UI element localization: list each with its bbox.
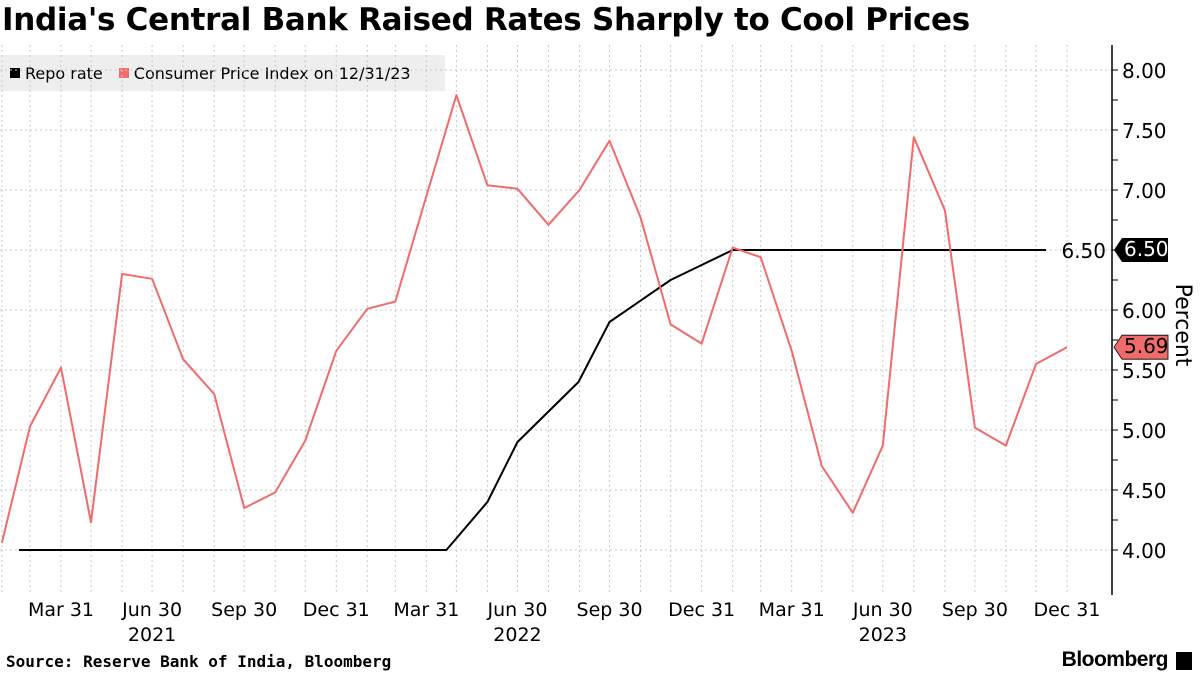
x-year-label: 2022 xyxy=(493,624,541,646)
y-tick-label: 6.50 xyxy=(1061,239,1106,263)
x-tick-label: Mar 31 xyxy=(759,599,825,621)
y-tick-label: 5.50 xyxy=(1122,359,1167,383)
last-value-badge-cpi: 5.69 xyxy=(1113,334,1169,360)
legend-label-cpi: Consumer Price Index on 12/31/23 xyxy=(133,63,411,83)
x-year-label: 2023 xyxy=(859,624,907,646)
legend-swatch-cpi xyxy=(118,68,129,78)
legend-label-repo: Repo rate xyxy=(25,63,103,83)
y-tick-label: 7.00 xyxy=(1122,179,1167,203)
legend-item-repo: Repo rate xyxy=(10,64,103,83)
x-year-label: 2021 xyxy=(128,624,176,646)
bloomberg-logo-mark-icon xyxy=(1176,652,1192,670)
source-note: Source: Reserve Bank of India, Bloomberg xyxy=(6,652,392,671)
badge-shape xyxy=(1113,334,1169,360)
chart-title: India's Central Bank Raised Rates Sharpl… xyxy=(2,2,970,38)
legend-swatch-repo xyxy=(10,68,20,78)
x-tick-label: Jun 30 xyxy=(852,599,913,621)
y-tick-label: 4.00 xyxy=(1122,539,1167,563)
series-line-repo xyxy=(19,249,1046,551)
badge-value: 6.50 xyxy=(1124,237,1169,261)
y-tick-label: 5.00 xyxy=(1122,419,1167,443)
series-line-cpi xyxy=(0,94,1068,544)
x-tick-label: Dec 31 xyxy=(303,599,370,621)
legend: Repo rate Consumer Price Index on 12/31/… xyxy=(0,55,445,91)
x-tick-label: Jun 30 xyxy=(487,599,548,621)
y-axis-label: Percent xyxy=(1170,284,1195,367)
y-tick-label: 8.00 xyxy=(1122,59,1167,83)
x-tick-label: Dec 31 xyxy=(1034,599,1101,621)
x-tick-label: Sep 30 xyxy=(577,599,643,621)
x-tick-label: Mar 31 xyxy=(28,599,94,621)
legend-item-cpi: Consumer Price Index on 12/31/23 xyxy=(118,63,411,83)
badge-value: 5.69 xyxy=(1124,334,1169,358)
y-tick-label: 4.50 xyxy=(1122,479,1167,503)
badge-shape xyxy=(1114,238,1168,262)
x-tick-label: Mar 31 xyxy=(393,599,459,621)
last-value-badge-repo: 6.50 xyxy=(1114,237,1169,262)
x-tick-label: Jun 30 xyxy=(121,599,182,621)
bloomberg-logo: Bloomberg xyxy=(1061,648,1169,671)
x-tick-label: Dec 31 xyxy=(668,599,735,621)
x-tick-label: Sep 30 xyxy=(211,599,277,621)
x-tick-label: Sep 30 xyxy=(942,599,1008,621)
y-tick-label: 6.00 xyxy=(1122,299,1167,323)
y-tick-label: 7.50 xyxy=(1122,119,1167,143)
